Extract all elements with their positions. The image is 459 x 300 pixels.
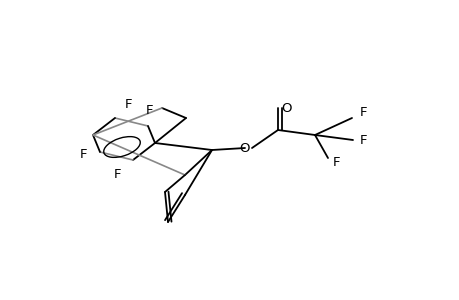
Text: O: O xyxy=(281,101,291,115)
Text: O: O xyxy=(239,142,250,154)
Text: F: F xyxy=(359,106,367,119)
Text: F: F xyxy=(332,155,340,169)
Text: F: F xyxy=(114,167,122,181)
Text: F: F xyxy=(146,103,153,116)
Text: F: F xyxy=(125,98,133,110)
Text: F: F xyxy=(80,148,88,160)
Text: F: F xyxy=(359,134,367,146)
